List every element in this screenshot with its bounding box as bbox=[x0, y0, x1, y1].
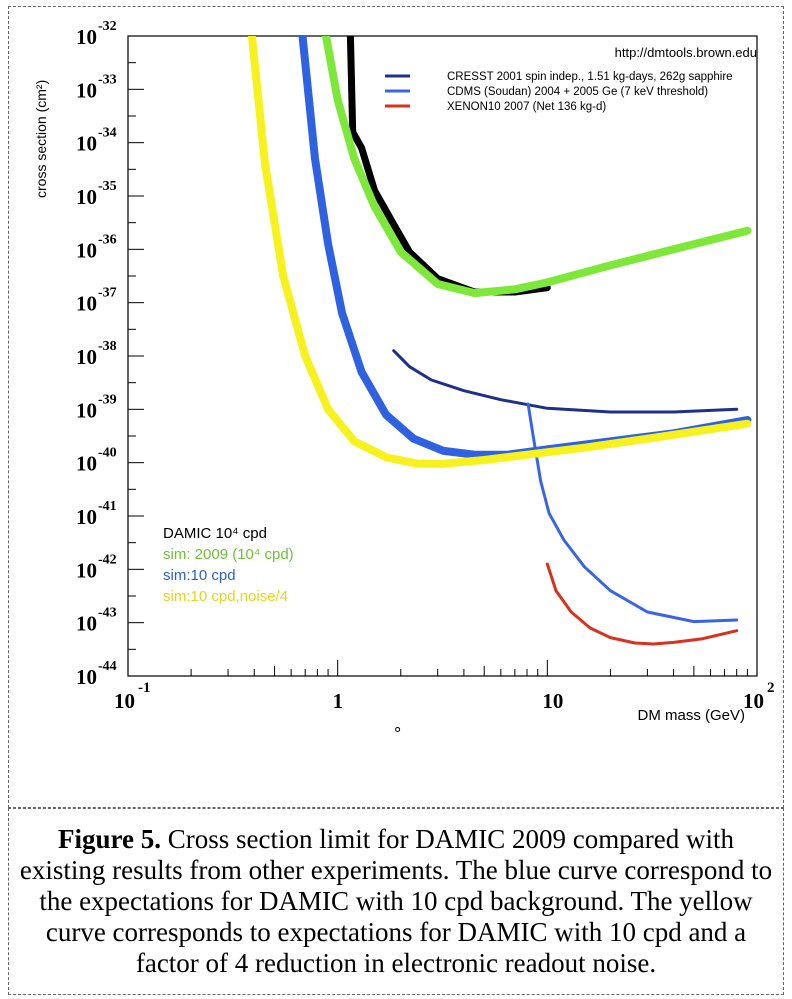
x-tick-exponent: 2 bbox=[767, 680, 775, 696]
y-tick-exponent: -44 bbox=[98, 659, 117, 674]
series-line-4 bbox=[322, 36, 752, 298]
y-tick-label: 10 bbox=[76, 452, 97, 476]
y-tick-exponent: -37 bbox=[98, 286, 117, 301]
x-tick-label: 10 bbox=[743, 689, 764, 713]
y-tick-exponent: -41 bbox=[98, 499, 117, 514]
y-tick-label: 10 bbox=[76, 665, 97, 689]
series-line-0 bbox=[392, 349, 739, 414]
y-tick-exponent: -33 bbox=[98, 72, 117, 87]
x-axis-label: DM mass (GeV) bbox=[637, 707, 745, 724]
legend-text: sim: 2009 (10⁴ cpd) bbox=[163, 546, 294, 563]
y-tick-label: 10 bbox=[76, 505, 97, 529]
y-tick-exponent: -42 bbox=[98, 552, 117, 567]
caption-text: Cross section limit for DAMIC 2009 compa… bbox=[19, 824, 773, 978]
y-tick-label: 10 bbox=[76, 132, 97, 156]
caption-frame bbox=[8, 808, 784, 995]
source-url: http://dmtools.brown.edu bbox=[615, 45, 757, 60]
caption-label: Figure 5. bbox=[58, 824, 162, 854]
legend-text: sim:10 cpd,noise/4 bbox=[163, 588, 288, 605]
x-tick-label: 10 bbox=[114, 689, 135, 713]
legend-label: CDMS (Soudan) 2004 + 2005 Ge (7 keV thre… bbox=[447, 86, 708, 98]
stray-mark: ° bbox=[394, 724, 401, 744]
y-tick-exponent: -36 bbox=[98, 232, 117, 247]
y-tick-exponent: -34 bbox=[98, 126, 117, 141]
legend-text: sim:10 cpd bbox=[163, 567, 236, 584]
series-line-1 bbox=[526, 402, 739, 624]
x-tick-exponent: -1 bbox=[138, 680, 151, 696]
y-tick-exponent: -39 bbox=[98, 392, 117, 407]
y-tick-label: 10 bbox=[76, 292, 97, 316]
series-line-2 bbox=[545, 562, 739, 646]
cross-section-chart: 10-3210-3310-3410-3510-3610-3710-3810-39… bbox=[33, 19, 775, 744]
x-tick-label: 1 bbox=[333, 689, 344, 713]
y-tick-exponent: -43 bbox=[98, 606, 117, 621]
y-tick-label: 10 bbox=[76, 238, 97, 262]
y-tick-label: 10 bbox=[76, 558, 97, 582]
y-tick-label: 10 bbox=[76, 78, 97, 102]
y-tick-exponent: -38 bbox=[98, 339, 117, 354]
y-tick-label: 10 bbox=[76, 25, 97, 49]
legend-label: CRESST 2001 spin indep., 1.51 kg-days, 2… bbox=[447, 71, 733, 83]
y-tick-exponent: -40 bbox=[98, 446, 117, 461]
y-tick-exponent: -32 bbox=[98, 19, 117, 34]
y-tick-label: 10 bbox=[76, 398, 97, 422]
y-tick-label: 10 bbox=[76, 612, 97, 636]
y-tick-exponent: -35 bbox=[98, 179, 117, 194]
y-tick-label: 10 bbox=[76, 185, 97, 209]
y-tick-label: 10 bbox=[76, 345, 97, 369]
figure-frame bbox=[8, 6, 784, 808]
legend-text: DAMIC 10⁴ cpd bbox=[163, 525, 267, 542]
series-line-6 bbox=[247, 36, 752, 468]
figure-caption: Figure 5. Cross section limit for DAMIC … bbox=[18, 824, 774, 979]
legend-label: XENON10 2007 (Net 136 kg-d) bbox=[447, 101, 606, 113]
x-tick-label: 10 bbox=[542, 689, 563, 713]
y-axis-label: cross section (cm²) bbox=[33, 80, 49, 198]
